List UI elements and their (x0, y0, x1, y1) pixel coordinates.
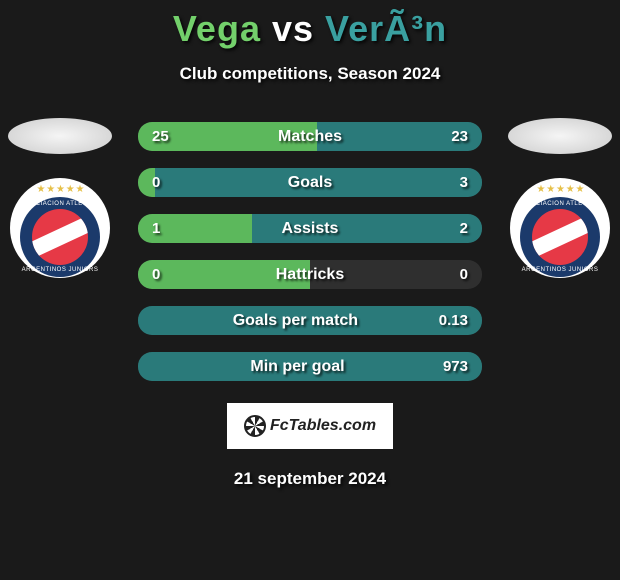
stat-row: Min per goal 973 (138, 352, 482, 381)
snapshot-date: 21 september 2024 (0, 469, 620, 489)
stat-value-left: 0 (152, 174, 160, 191)
stat-label: Goals (288, 174, 332, 192)
stat-value-left: 25 (152, 128, 169, 145)
stat-value-right: 23 (451, 128, 468, 145)
player2-club-badge: ★ ★ ★ ★ ★ ASOCIACION ATLETICA ARGENTINOS… (510, 178, 610, 278)
player1-column: ★ ★ ★ ★ ★ ASOCIACION ATLETICA ARGENTINOS… (8, 118, 112, 278)
stat-value-right: 3 (460, 174, 468, 191)
stat-value-left: 1 (152, 220, 160, 237)
stat-value-left: 0 (152, 266, 160, 283)
stat-label: Assists (282, 220, 339, 238)
stat-row: 0 Hattricks 0 (138, 260, 482, 289)
stat-row: 25 Matches 23 (138, 122, 482, 151)
badge-text-bottom: ARGENTINOS JUNIORS (520, 267, 600, 273)
soccer-ball-icon (244, 415, 266, 437)
stat-row: 0 Goals 3 (138, 168, 482, 197)
player2-avatar (508, 118, 612, 154)
stat-value-right: 0.13 (439, 312, 468, 329)
stat-row: 1 Assists 2 (138, 214, 482, 243)
player2-column: ★ ★ ★ ★ ★ ASOCIACION ATLETICA ARGENTINOS… (508, 118, 612, 278)
star-icon: ★ ★ ★ ★ ★ (537, 184, 584, 195)
badge-text-bottom: ARGENTINOS JUNIORS (20, 267, 100, 273)
subtitle: Club competitions, Season 2024 (0, 64, 620, 84)
stat-label: Min per goal (250, 358, 344, 376)
badge-text-top: ASOCIACION ATLETICA (520, 201, 600, 207)
stat-value-right: 0 (460, 266, 468, 283)
badge-text-top: ASOCIACION ATLETICA (20, 201, 100, 207)
star-icon: ★ ★ ★ ★ ★ (37, 184, 84, 195)
stat-label: Hattricks (276, 266, 344, 284)
title-player1: Vega (173, 8, 261, 49)
site-logo[interactable]: FcTables.com (227, 403, 393, 449)
stat-value-right: 973 (443, 358, 468, 375)
stat-value-right: 2 (460, 220, 468, 237)
player1-avatar (8, 118, 112, 154)
page-title: Vega vs VerÃ³n (0, 8, 620, 50)
stat-label: Goals per match (233, 312, 358, 330)
stat-row: Goals per match 0.13 (138, 306, 482, 335)
title-vs: vs (272, 8, 314, 49)
stat-label: Matches (278, 128, 342, 146)
title-player2: VerÃ³n (325, 8, 447, 49)
player1-club-badge: ★ ★ ★ ★ ★ ASOCIACION ATLETICA ARGENTINOS… (10, 178, 110, 278)
logo-text: FcTables.com (270, 417, 376, 435)
